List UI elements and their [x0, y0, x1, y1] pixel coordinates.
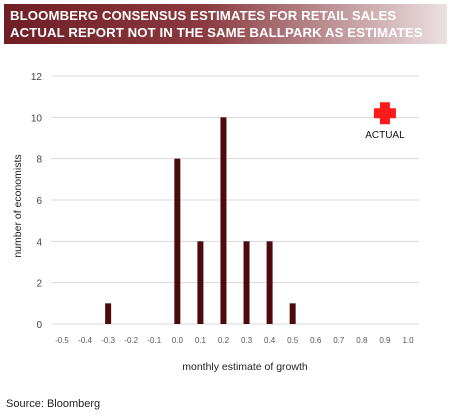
- x-tick-label: -0.4: [78, 336, 92, 345]
- x-tick-label: 0.0: [172, 336, 184, 345]
- x-tick-label: 0.7: [333, 336, 345, 345]
- y-tick-label: 2: [36, 279, 42, 290]
- x-tick-label: -0.3: [101, 336, 115, 345]
- x-tick-label: 1.0: [402, 336, 414, 345]
- y-tick-labels: 0 2 4 6 8 10 12: [31, 72, 43, 331]
- bar-chart: 0 2 4 6 8 10 12 -0.5 -0.4 -0.3 -0.2 -0.1 0.0 0.1 0.2 0…: [12, 72, 419, 373]
- annotation: ACTUAL: [365, 102, 405, 141]
- chart-area: 0 2 4 6 8 10 12 -0.5 -0.4 -0.3 -0.2 -0.1 0.0 0.1 0.2 0…: [4, 56, 447, 391]
- bar: [220, 117, 227, 324]
- x-tick-label: 0.1: [195, 336, 207, 345]
- x-tick-labels: -0.5 -0.4 -0.3 -0.2 -0.1 0.0 0.1 0.2 0.3 0.4 0.5 0.…: [55, 336, 414, 345]
- x-tick-label: -0.1: [147, 336, 161, 345]
- chart-title: BLOOMBERG CONSENSUS ESTIMATES FOR RETAIL…: [10, 8, 397, 23]
- y-tick-label: 10: [31, 113, 43, 124]
- y-axis-label: number of economists: [12, 154, 24, 257]
- actual-marker: [373, 102, 396, 125]
- x-tick-label: 0.6: [310, 336, 322, 345]
- x-axis-label: monthly estimate of growth: [182, 361, 308, 373]
- y-tick-label: 8: [36, 155, 42, 166]
- bar: [266, 241, 273, 324]
- bar: [174, 158, 181, 324]
- y-tick-label: 6: [36, 196, 42, 207]
- gridlines: [51, 75, 419, 325]
- bar: [197, 241, 204, 324]
- y-tick-label: 0: [36, 320, 42, 331]
- bar: [105, 303, 112, 324]
- x-tick-label: 0.3: [241, 336, 253, 345]
- x-tick-label: 0.2: [218, 336, 230, 345]
- chart-subtitle: ACTUAL REPORT NOT IN THE SAME BALLPARK A…: [10, 25, 423, 40]
- bars: [105, 117, 296, 324]
- actual-label: ACTUAL: [365, 130, 405, 141]
- x-tick-label: 0.5: [287, 336, 299, 345]
- chart-title-banner: BLOOMBERG CONSENSUS ESTIMATES FOR RETAIL…: [4, 4, 447, 44]
- x-tick-label: 0.4: [264, 336, 276, 345]
- x-tick-label: -0.5: [55, 336, 69, 345]
- source-note: Source: Bloomberg: [6, 398, 101, 410]
- y-tick-label: 4: [36, 237, 42, 248]
- y-tick-label: 12: [31, 72, 43, 83]
- x-tick-label: 0.8: [356, 336, 368, 345]
- bar: [289, 303, 296, 324]
- x-tick-label: 0.9: [379, 336, 391, 345]
- bar: [243, 241, 250, 324]
- x-tick-label: -0.2: [124, 336, 138, 345]
